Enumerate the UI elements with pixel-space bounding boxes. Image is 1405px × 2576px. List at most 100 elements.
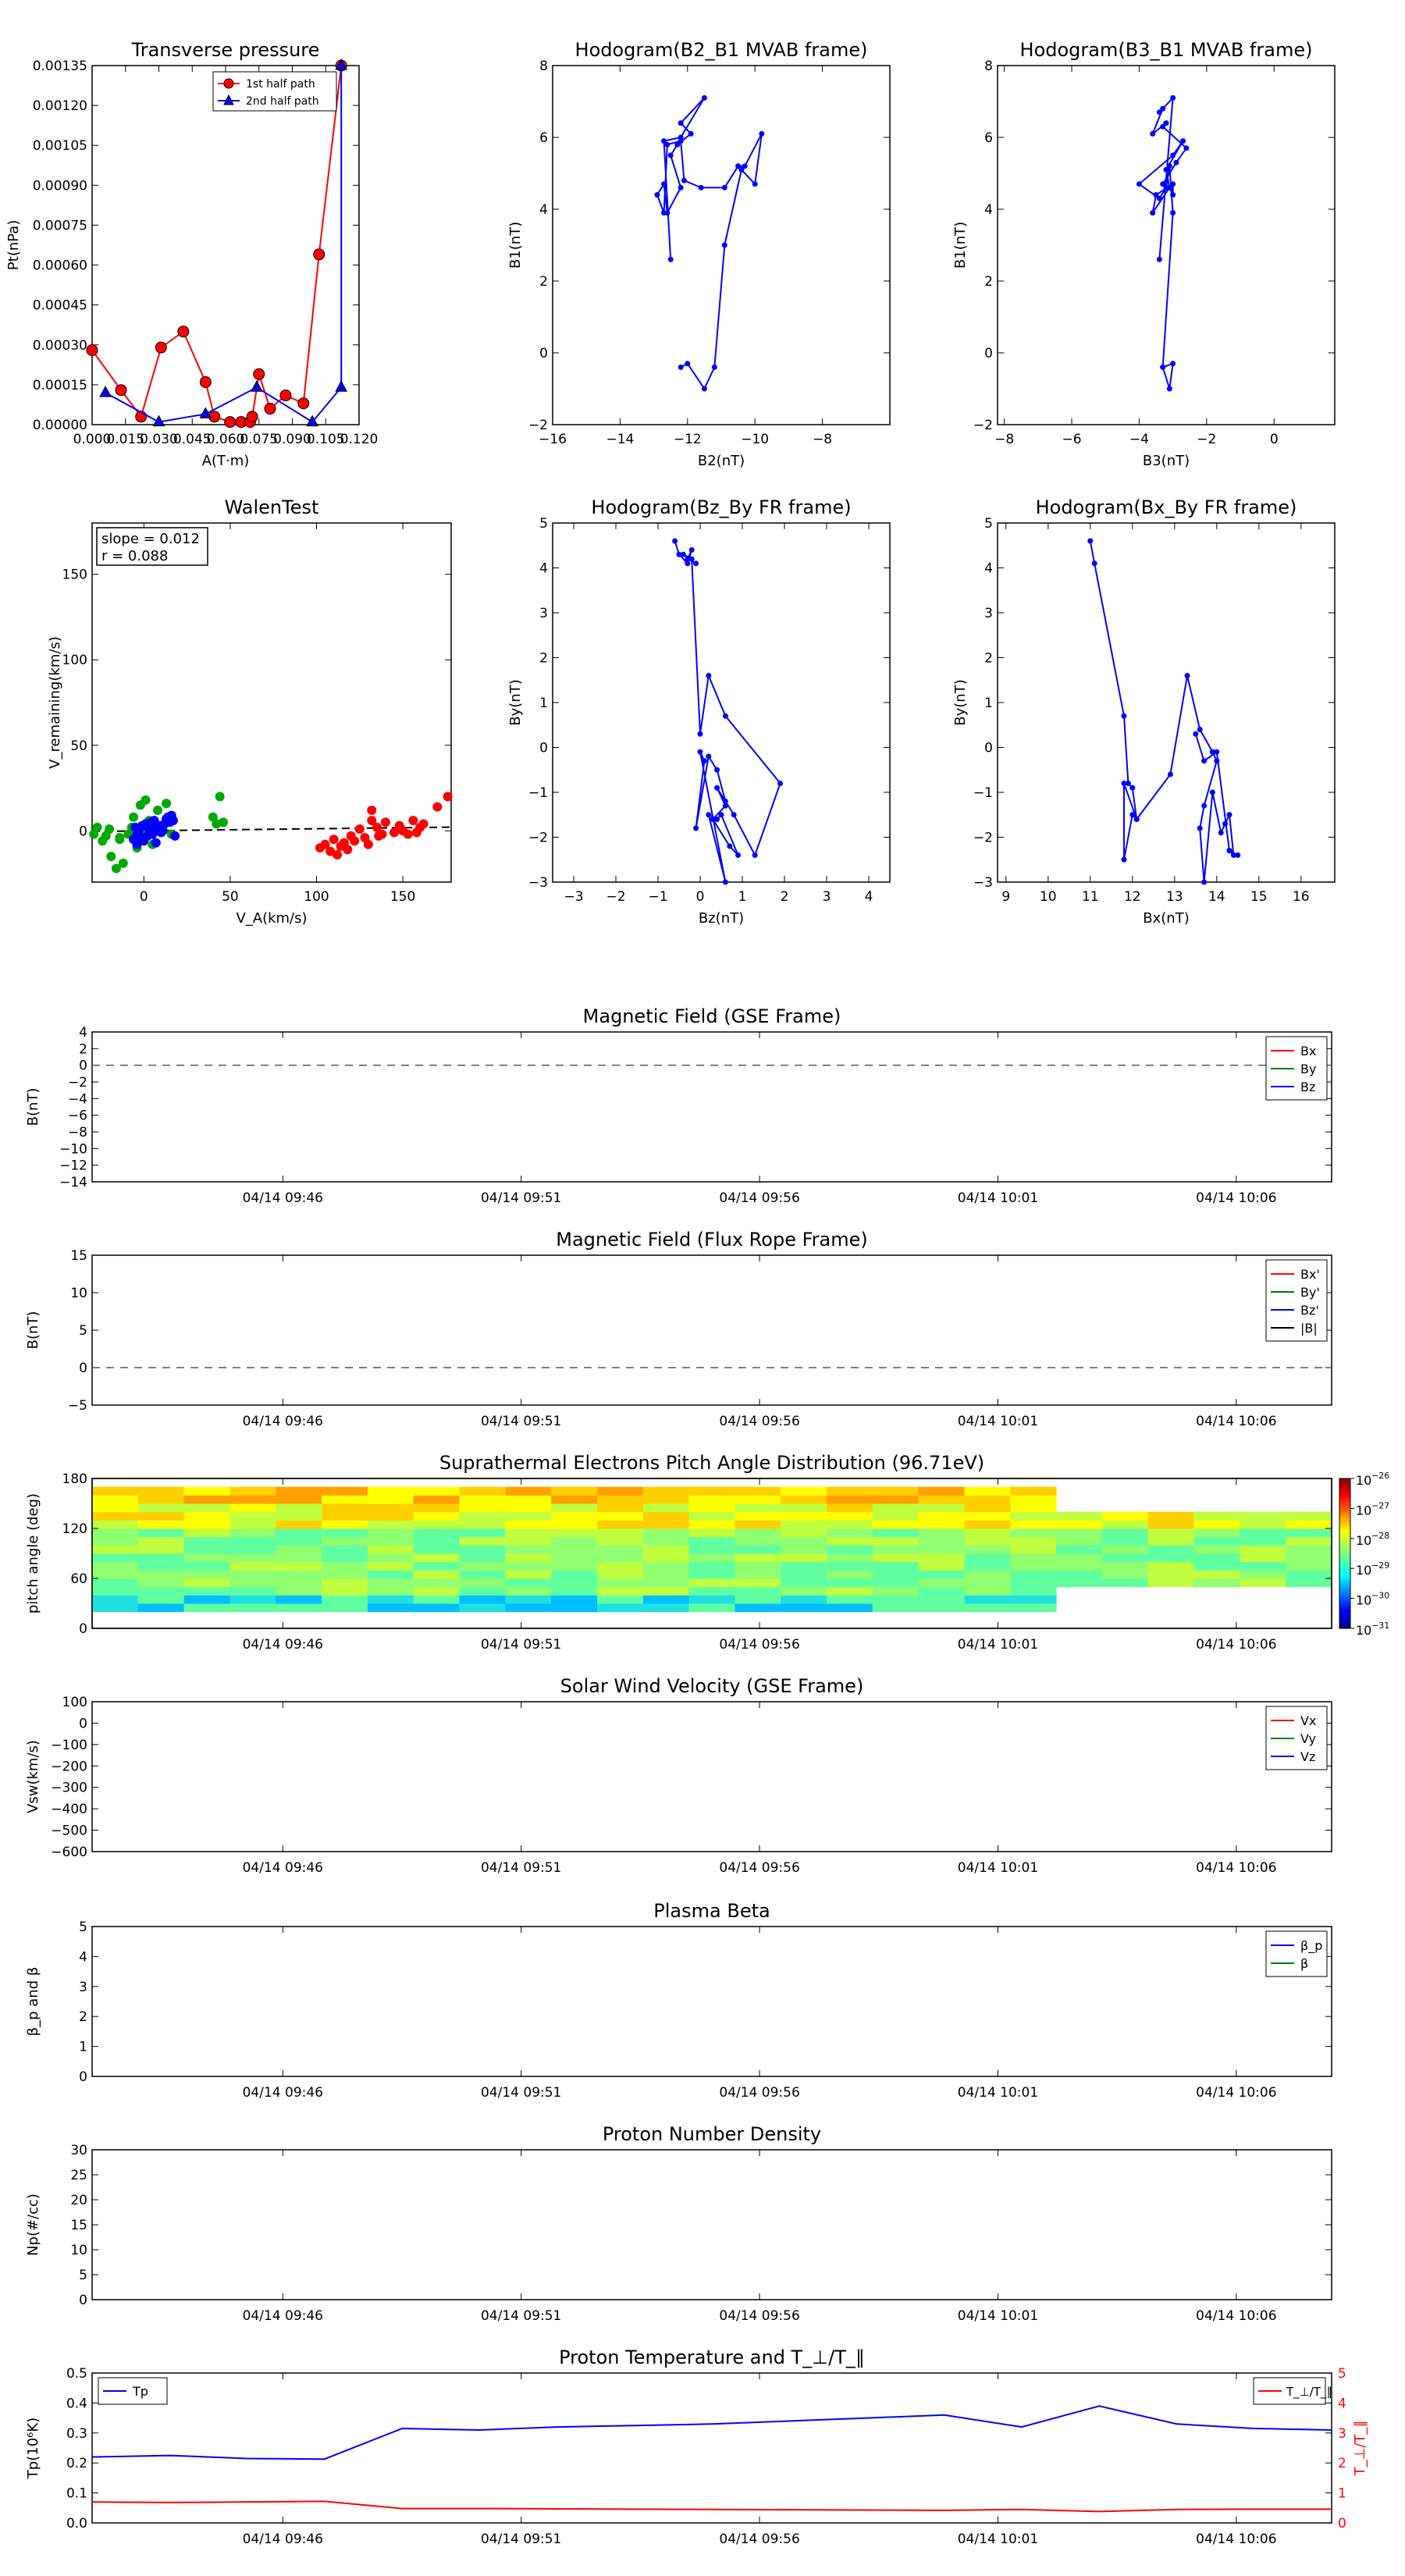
heatmap-cell bbox=[872, 1486, 919, 1496]
heatmap-cell bbox=[505, 1570, 552, 1579]
heatmap-cell bbox=[92, 1503, 139, 1513]
heatmap-cell bbox=[688, 1553, 735, 1563]
heatmap-cell bbox=[781, 1536, 827, 1546]
y-tick-label: 0.4 bbox=[66, 2396, 87, 2411]
legend-label: By' bbox=[1300, 1285, 1320, 1300]
heatmap-cell bbox=[642, 1528, 690, 1538]
y-tick-label: 0.5 bbox=[66, 2366, 87, 2382]
heatmap-cell bbox=[137, 1545, 185, 1554]
heatmap-cell bbox=[276, 1486, 322, 1496]
y-tick-label: −2 bbox=[68, 1075, 87, 1091]
data-point bbox=[1235, 852, 1241, 858]
heatmap-cell bbox=[413, 1586, 461, 1596]
data-point bbox=[403, 829, 413, 839]
y-tick-label: 100 bbox=[62, 653, 87, 668]
y-tick-label: 0.00060 bbox=[33, 258, 87, 274]
x-tick-label: 14 bbox=[1208, 889, 1225, 905]
legend-label: Bz' bbox=[1300, 1303, 1319, 1318]
heatmap-cell bbox=[183, 1503, 230, 1513]
panel-9: Solar Wind Velocity (GSE Frame) 04/14 09:… bbox=[25, 1675, 1332, 1876]
data-point bbox=[688, 547, 695, 553]
heatmap-cell bbox=[918, 1511, 965, 1521]
heatmap-cell bbox=[551, 1545, 598, 1554]
heatmap-cell bbox=[781, 1570, 827, 1579]
y-tick-label: −1 bbox=[973, 785, 993, 801]
heatmap-cell bbox=[642, 1536, 690, 1546]
data-point bbox=[1166, 163, 1172, 169]
data-point bbox=[115, 384, 127, 397]
data-point bbox=[374, 831, 384, 841]
data-point bbox=[664, 210, 670, 216]
heatmap-cell bbox=[1056, 1545, 1103, 1554]
x-tick-label: 04/14 10:06 bbox=[1196, 2308, 1276, 2324]
y-tick-label: 0 bbox=[79, 1059, 87, 1074]
panel-12: Proton Temperature and T_⊥/T_∥ 04/14 09:4… bbox=[25, 2347, 1368, 2547]
heatmap-cell bbox=[642, 1603, 690, 1613]
data-point bbox=[678, 184, 684, 190]
data-point bbox=[1163, 120, 1169, 126]
data-point bbox=[363, 839, 373, 849]
y-tick-label: 2 bbox=[79, 1041, 87, 1057]
data-point bbox=[1230, 852, 1236, 858]
heatmap-cell bbox=[1010, 1578, 1057, 1588]
y-tick-label: 0 bbox=[79, 1621, 87, 1637]
data-point bbox=[752, 181, 758, 187]
heatmap-cell bbox=[183, 1536, 230, 1546]
data-point bbox=[162, 799, 172, 809]
heatmap-cell bbox=[596, 1545, 644, 1554]
heatmap-cell bbox=[413, 1578, 461, 1588]
data-point bbox=[1226, 848, 1232, 854]
heatmap-cell bbox=[1101, 1528, 1149, 1538]
heatmap-cell bbox=[505, 1528, 552, 1538]
heatmap-cell bbox=[459, 1503, 506, 1513]
panel-3: WalenTest 0 50 100 150 0 50 100 150 V_A(km/s) V_re… bbox=[47, 496, 453, 927]
heatmap-cell bbox=[642, 1545, 690, 1554]
heatmap-cell bbox=[551, 1503, 598, 1513]
data-point bbox=[693, 825, 699, 831]
heatmap-cell bbox=[918, 1595, 965, 1604]
heatmap-cell bbox=[183, 1603, 230, 1613]
data-point bbox=[674, 141, 681, 148]
y-tick-label: 0.00075 bbox=[33, 218, 87, 233]
heatmap-cell bbox=[1147, 1553, 1195, 1563]
x-tick-label: 04/14 09:56 bbox=[719, 1190, 799, 1206]
heatmap-cell bbox=[459, 1528, 506, 1538]
heatmap-cell bbox=[735, 1586, 781, 1596]
heatmap-cell bbox=[1193, 1578, 1240, 1588]
y-tick-label: −500 bbox=[51, 1823, 87, 1839]
heatmap-cell bbox=[229, 1528, 276, 1538]
heatmap-cell bbox=[781, 1511, 827, 1521]
heatmap-cell bbox=[229, 1545, 276, 1554]
chart-title: Hodogram(Bx_By FR frame) bbox=[1036, 496, 1297, 518]
y-tick-label: 180 bbox=[62, 1471, 87, 1487]
slope-annotation: slope = 0.012 bbox=[101, 531, 200, 547]
axes-frame bbox=[997, 65, 1336, 425]
y-tick-label: 0.00000 bbox=[33, 418, 87, 433]
y-tick-label: −3 bbox=[528, 875, 548, 891]
heatmap-cell bbox=[92, 1578, 139, 1588]
data-point bbox=[752, 852, 758, 858]
heatmap-cell bbox=[276, 1595, 322, 1604]
legend-label: Vx bbox=[1300, 1713, 1316, 1728]
data-point bbox=[1170, 192, 1176, 198]
data-point bbox=[1133, 817, 1140, 822]
heatmap-cell bbox=[137, 1595, 185, 1604]
x-axis-label: Bz(nT) bbox=[699, 910, 744, 927]
heatmap-cell bbox=[276, 1503, 322, 1513]
heatmap-cell bbox=[505, 1545, 552, 1554]
heatmap-cell bbox=[1147, 1511, 1195, 1521]
heatmap-cell bbox=[1010, 1570, 1057, 1579]
y-tick-label: 0.2 bbox=[66, 2456, 87, 2471]
heatmap-cell bbox=[964, 1503, 1011, 1513]
x-tick-label: −16 bbox=[539, 432, 567, 447]
data-point bbox=[693, 560, 699, 567]
heatmap-cell bbox=[872, 1586, 919, 1596]
heatmap-cell bbox=[872, 1553, 919, 1563]
data-point bbox=[680, 551, 686, 557]
heatmap-cell bbox=[229, 1570, 276, 1579]
x-tick-label: 1 bbox=[738, 889, 747, 905]
heatmap-cell bbox=[872, 1545, 919, 1554]
data-point bbox=[706, 812, 712, 818]
heatmap-cell bbox=[229, 1578, 276, 1588]
